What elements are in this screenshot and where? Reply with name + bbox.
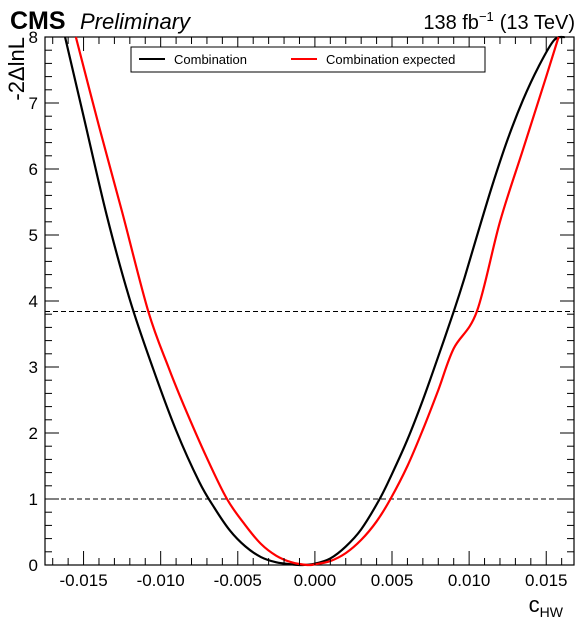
series-line-combination-expected (74, 36, 560, 567)
y-tick-label: 2 (29, 424, 38, 443)
x-tick-label: 0.015 (525, 571, 568, 590)
legend: Combination Combination expected (130, 46, 486, 73)
series-group (63, 35, 566, 567)
plot-frame (44, 36, 575, 566)
y-tick-label: 0 (29, 556, 38, 575)
y-tick-label: 6 (29, 160, 38, 179)
x-axis-title-main: c (529, 592, 540, 617)
experiment-label: CMS (10, 7, 66, 35)
lumi-exponent: −1 (479, 9, 494, 24)
lumi-label: 138 fb−1 (13 TeV) (423, 9, 575, 34)
y-tick-label: 8 (29, 28, 38, 47)
x-tick-label: 0.005 (371, 571, 414, 590)
reference-lines (45, 311, 574, 500)
status-label: Preliminary (80, 9, 192, 34)
lumi-value: 138 fb (423, 12, 479, 34)
tick-labels: -0.015 -0.010 -0.005 0.000 0.005 0.010 0.015 0 1… (29, 28, 568, 590)
energy-value: (13 TeV) (500, 12, 575, 34)
y-tick-label: 1 (29, 490, 38, 509)
x-axis-title: cHW (529, 592, 564, 620)
x-tick-label: 0.000 (294, 571, 337, 590)
legend-label-combination-expected: Combination expected (326, 52, 455, 67)
y-tick-label: 5 (29, 226, 38, 245)
y-axis-title: -2ΔlnL (4, 37, 29, 101)
y-tick-label: 4 (29, 292, 38, 311)
y-tick-label: 7 (29, 94, 38, 113)
x-axis-title-sub: HW (540, 604, 564, 620)
y-tick-label: 3 (29, 358, 38, 377)
legend-label-combination: Combination (174, 52, 247, 67)
x-tick-label: 0.010 (448, 571, 491, 590)
x-tick-label: -0.015 (59, 571, 107, 590)
x-tick-label: -0.005 (214, 571, 262, 590)
x-tick-label: -0.010 (137, 571, 185, 590)
series-line-combination (63, 35, 566, 567)
axis-ticks (45, 36, 574, 566)
